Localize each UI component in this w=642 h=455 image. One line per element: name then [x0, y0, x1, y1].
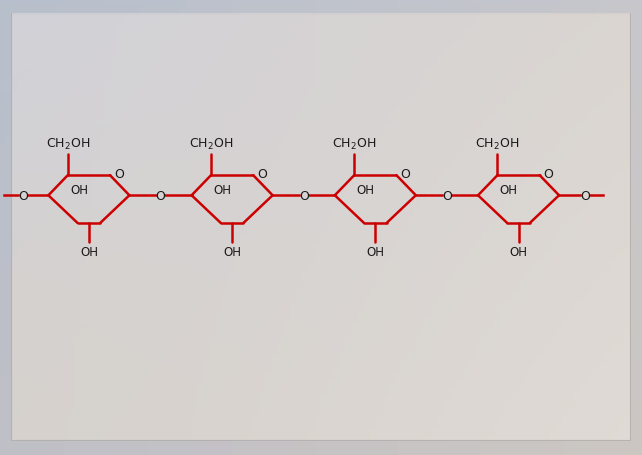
Text: OH: OH	[70, 184, 88, 197]
Text: CH$_2$OH: CH$_2$OH	[475, 136, 519, 152]
Text: OH: OH	[499, 184, 517, 197]
Text: CH$_2$OH: CH$_2$OH	[332, 136, 376, 152]
Text: O: O	[401, 167, 410, 180]
Text: O: O	[580, 189, 589, 202]
Text: O: O	[18, 189, 28, 202]
Text: O: O	[114, 167, 124, 180]
Text: OH: OH	[356, 184, 374, 197]
Text: O: O	[442, 189, 452, 202]
Text: O: O	[257, 167, 267, 180]
Text: CH$_2$OH: CH$_2$OH	[189, 136, 233, 152]
Text: OH: OH	[80, 246, 98, 259]
Text: CH$_2$OH: CH$_2$OH	[46, 136, 90, 152]
Text: O: O	[155, 189, 166, 202]
Text: O: O	[544, 167, 553, 180]
Text: O: O	[299, 189, 309, 202]
Text: OH: OH	[223, 246, 241, 259]
Text: OH: OH	[213, 184, 231, 197]
Text: OH: OH	[510, 246, 528, 259]
Text: OH: OH	[367, 246, 385, 259]
